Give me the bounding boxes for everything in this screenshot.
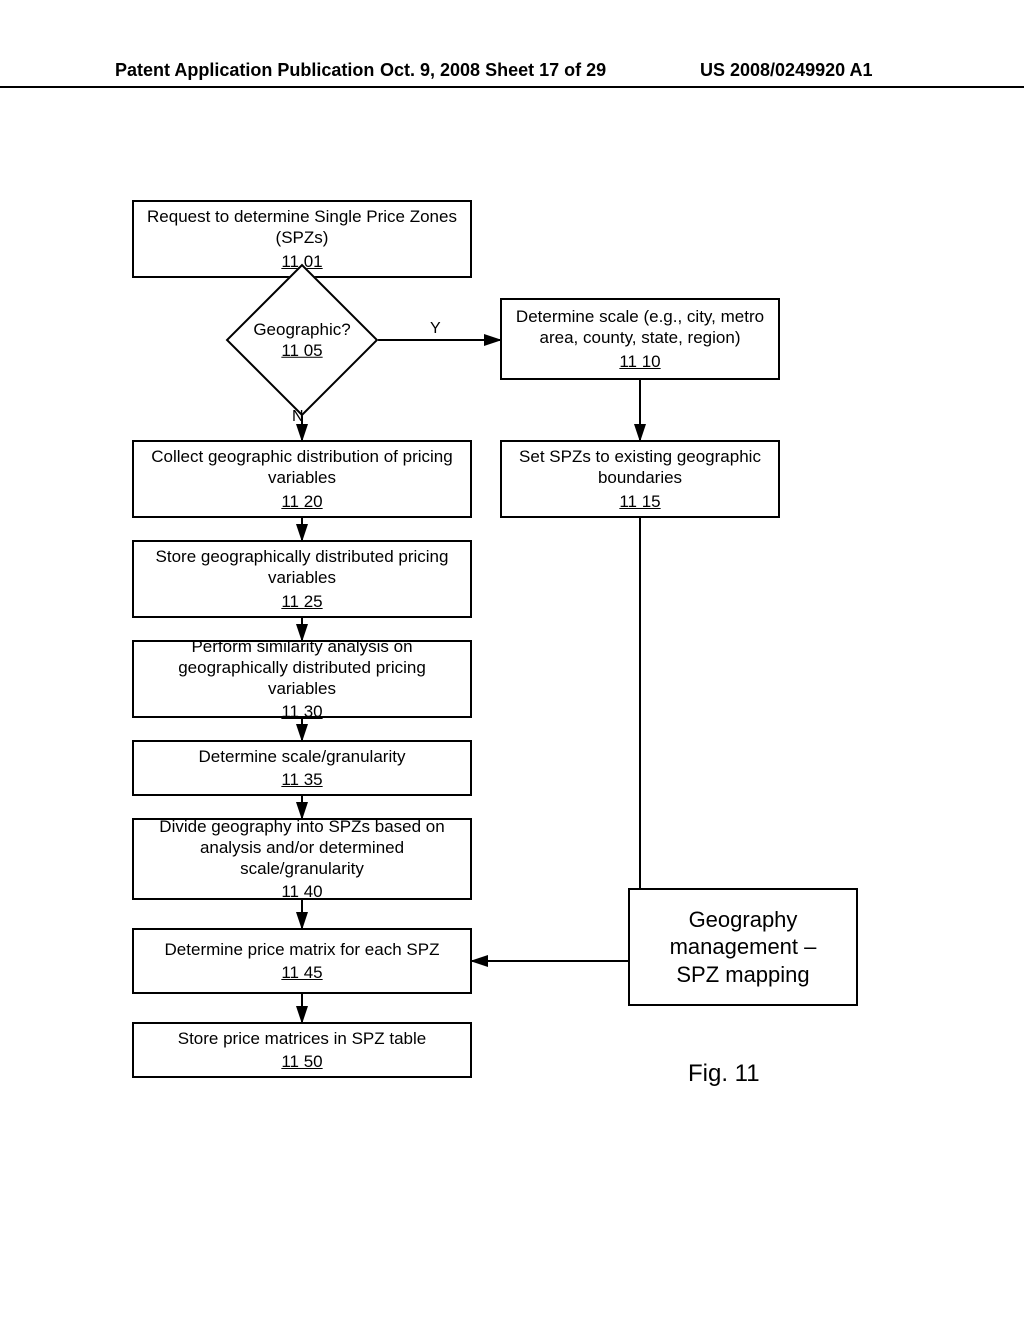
- node-1140-text: Divide geography into SPZs based on anal…: [142, 816, 462, 880]
- title-line1: Geography: [689, 906, 798, 934]
- node-1120-ref: 11 20: [281, 491, 322, 512]
- node-1125-ref: 11 25: [281, 591, 322, 612]
- node-1105-label: Geographic? 11 05: [253, 319, 350, 362]
- node-1135-text: Determine scale/granularity: [199, 746, 406, 767]
- node-1120-text: Collect geographic distribution of prici…: [142, 446, 462, 489]
- node-1145-ref: 11 45: [281, 962, 322, 983]
- node-1150: Store price matrices in SPZ table 11 50: [132, 1022, 472, 1078]
- node-1145-text: Determine price matrix for each SPZ: [165, 939, 440, 960]
- node-1101-text: Request to determine Single Price Zones …: [142, 206, 462, 249]
- node-1105-ref: 11 05: [253, 340, 350, 361]
- title-line2: management –: [670, 933, 817, 961]
- node-1105: Geographic? 11 05: [248, 286, 356, 394]
- edge-label-y: Y: [430, 320, 441, 338]
- node-1105-text: Geographic?: [253, 319, 350, 340]
- edge-label-n: N: [292, 408, 304, 426]
- node-1110-text: Determine scale (e.g., city, metro area,…: [510, 306, 770, 349]
- node-1135-ref: 11 35: [281, 769, 322, 790]
- node-1130-text: Perform similarity analysis on geographi…: [142, 636, 462, 700]
- node-1115: Set SPZs to existing geographic boundari…: [500, 440, 780, 518]
- node-1150-ref: 11 50: [281, 1051, 322, 1072]
- title-line3: SPZ mapping: [676, 961, 809, 989]
- node-1120: Collect geographic distribution of prici…: [132, 440, 472, 518]
- node-1140-ref: 11 40: [281, 881, 322, 902]
- node-1130-ref: 11 30: [281, 701, 322, 722]
- node-1145: Determine price matrix for each SPZ 11 4…: [132, 928, 472, 994]
- node-1130: Perform similarity analysis on geographi…: [132, 640, 472, 718]
- node-1110-ref: 11 10: [619, 351, 660, 372]
- node-1135: Determine scale/granularity 11 35: [132, 740, 472, 796]
- node-1115-text: Set SPZs to existing geographic boundari…: [510, 446, 770, 489]
- flowchart-canvas: Request to determine Single Price Zones …: [0, 0, 1024, 1320]
- title-box: Geography management – SPZ mapping: [628, 888, 858, 1006]
- node-1115-ref: 11 15: [619, 491, 660, 512]
- node-1150-text: Store price matrices in SPZ table: [178, 1028, 426, 1049]
- node-1125-text: Store geographically distributed pricing…: [142, 546, 462, 589]
- figure-label: Fig. 11: [688, 1060, 760, 1088]
- node-1110: Determine scale (e.g., city, metro area,…: [500, 298, 780, 380]
- node-1125: Store geographically distributed pricing…: [132, 540, 472, 618]
- node-1140: Divide geography into SPZs based on anal…: [132, 818, 472, 900]
